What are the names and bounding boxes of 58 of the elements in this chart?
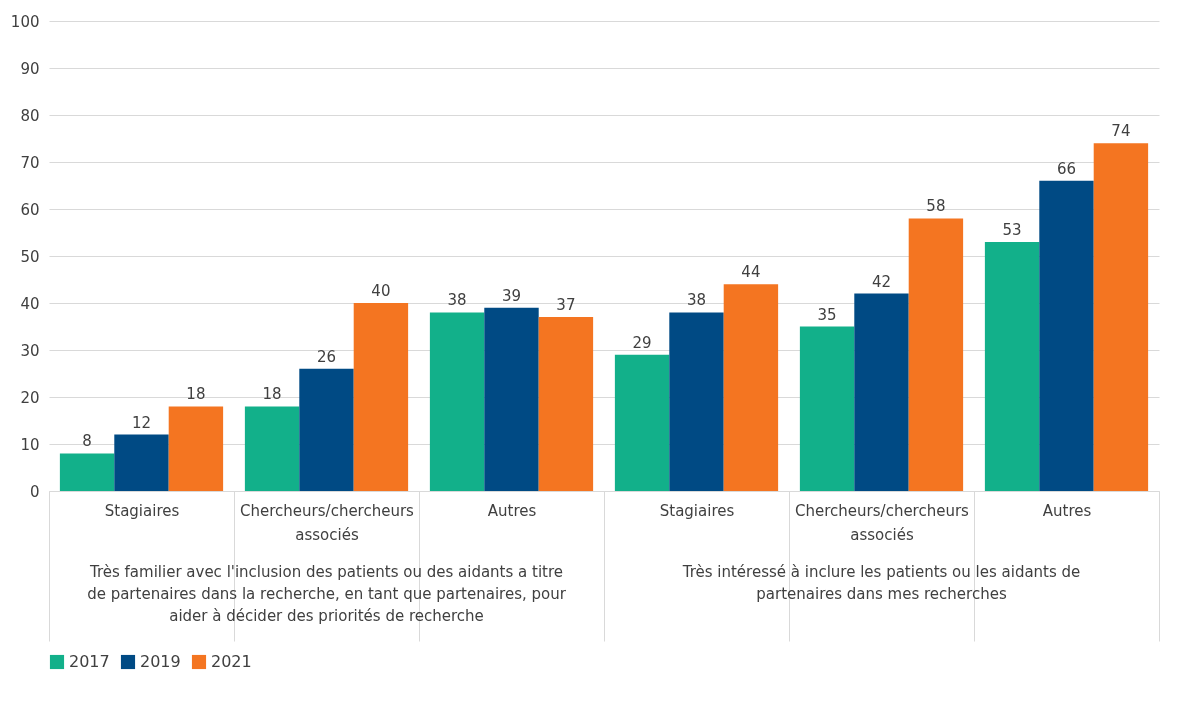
data-label: 18 bbox=[262, 385, 282, 404]
data-label: 8 bbox=[82, 432, 92, 451]
data-label: 66 bbox=[1056, 159, 1077, 178]
data-label: 53 bbox=[1002, 220, 1022, 239]
text: Très intéressé à inclure les patients ou les aidants de partenaires dans mes recherches bbox=[681, 563, 1081, 603]
data-label: 26 bbox=[316, 347, 337, 366]
bar bbox=[353, 303, 409, 491]
data-label: 18 bbox=[186, 385, 206, 404]
data-label: 37 bbox=[556, 296, 576, 315]
bar bbox=[1039, 180, 1094, 491]
data-label: 42 bbox=[871, 272, 892, 291]
data-label: 39 bbox=[501, 286, 522, 305]
bar bbox=[799, 326, 855, 491]
bar bbox=[669, 312, 724, 491]
x-tick-label: Autres bbox=[1042, 501, 1092, 520]
y-tick-label: 0 bbox=[29, 482, 40, 501]
data-label: 38 bbox=[447, 291, 467, 310]
bar bbox=[723, 284, 779, 491]
y-tick-label: 30 bbox=[20, 341, 40, 360]
x-tick-label: Stagiaires bbox=[659, 501, 735, 520]
bar bbox=[984, 241, 1040, 491]
text: Très familier avec l'inclusion des patients ou des aidants a titre de partenaires dans la recherche, en tant que partenaires, pour aider à décider des priorités de recherche bbox=[87, 563, 567, 625]
y-tick-label: 10 bbox=[20, 435, 40, 454]
data-label: 35 bbox=[817, 305, 837, 324]
data-label: 58 bbox=[926, 197, 946, 216]
bar bbox=[614, 354, 670, 491]
bar bbox=[908, 218, 964, 491]
bar bbox=[299, 368, 354, 491]
data-label: 29 bbox=[632, 333, 652, 352]
data-label: 44 bbox=[741, 263, 761, 282]
data-label: 12 bbox=[131, 413, 152, 432]
bar bbox=[114, 434, 169, 491]
bar bbox=[244, 406, 300, 491]
data-label: 38 bbox=[686, 291, 707, 310]
y-tick-label: 50 bbox=[20, 247, 40, 266]
legend-label: 2017 bbox=[69, 652, 110, 671]
y-tick-label: 100 bbox=[10, 12, 40, 31]
y-tick-label: 70 bbox=[20, 153, 40, 172]
bar bbox=[168, 406, 224, 491]
x-tick-label: Chercheurs/chercheurs associés bbox=[795, 501, 970, 544]
x-tick-label: Chercheurs/chercheurs associés bbox=[240, 501, 415, 544]
y-tick-label: 90 bbox=[20, 59, 40, 78]
bar bbox=[59, 453, 115, 491]
bar bbox=[538, 317, 594, 491]
data-label: 74 bbox=[1111, 122, 1131, 141]
bar bbox=[429, 312, 485, 491]
y-tick-label: 80 bbox=[20, 106, 40, 125]
y-tick-label: 20 bbox=[20, 388, 40, 407]
y-tick-label: 40 bbox=[20, 294, 40, 313]
x-tick-label: Autres bbox=[487, 501, 537, 520]
legend-label: 2021 bbox=[211, 652, 252, 671]
y-tick-label: 60 bbox=[20, 200, 40, 219]
bar bbox=[854, 293, 909, 491]
x-tick-label: Stagiaires bbox=[104, 501, 180, 520]
legend-label: 2019 bbox=[140, 652, 181, 671]
data-label: 40 bbox=[371, 282, 391, 300]
bar bbox=[484, 307, 539, 491]
bar bbox=[1093, 143, 1149, 491]
